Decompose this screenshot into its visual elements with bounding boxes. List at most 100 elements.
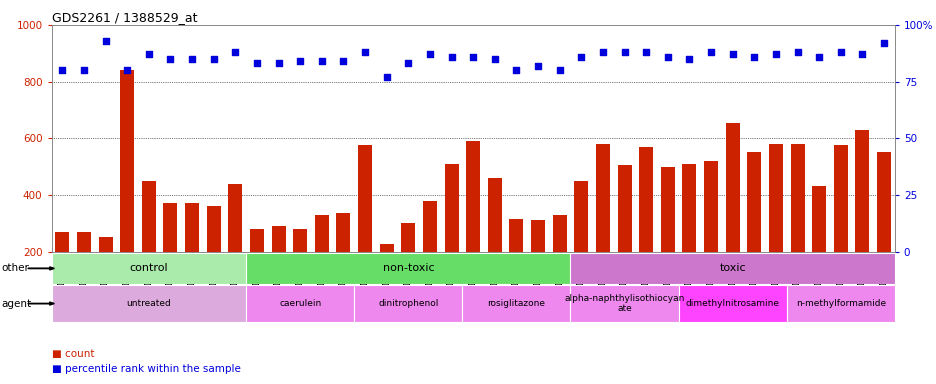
Bar <box>681 164 695 308</box>
Point <box>530 63 545 69</box>
Text: dinitrophenol: dinitrophenol <box>378 299 438 308</box>
Point <box>465 54 480 60</box>
Point <box>120 67 135 73</box>
Point <box>227 49 242 55</box>
Point <box>141 51 156 58</box>
Point <box>854 51 869 58</box>
Point <box>163 56 178 62</box>
Point <box>746 54 761 60</box>
Bar <box>207 206 221 308</box>
Bar <box>786 285 894 322</box>
Bar <box>444 164 458 308</box>
Bar <box>358 145 372 308</box>
Point <box>832 49 847 55</box>
Bar <box>401 223 415 308</box>
Text: caerulein: caerulein <box>279 299 321 308</box>
Point <box>551 67 566 73</box>
Bar <box>120 70 134 308</box>
Bar <box>509 219 523 308</box>
Text: GDS2261 / 1388529_at: GDS2261 / 1388529_at <box>51 12 197 25</box>
Text: toxic: toxic <box>719 263 745 273</box>
Point <box>77 67 92 73</box>
Bar <box>461 285 570 322</box>
Bar <box>768 144 782 308</box>
Bar <box>98 237 112 308</box>
Bar <box>246 253 570 284</box>
Point <box>573 54 588 60</box>
Point <box>401 60 416 66</box>
Point <box>55 67 70 73</box>
Bar <box>77 232 91 308</box>
Point <box>358 49 373 55</box>
Point <box>681 56 696 62</box>
Point <box>422 51 437 58</box>
Point <box>487 56 502 62</box>
Bar <box>163 204 177 308</box>
Bar <box>812 186 826 308</box>
Bar <box>570 285 678 322</box>
Point <box>789 49 804 55</box>
Point <box>724 51 739 58</box>
Text: ■ percentile rank within the sample: ■ percentile rank within the sample <box>51 364 241 374</box>
Point <box>638 49 653 55</box>
Bar <box>141 181 155 308</box>
Text: other: other <box>1 263 29 273</box>
Bar <box>422 200 436 308</box>
Text: control: control <box>129 263 168 273</box>
Point <box>811 54 826 60</box>
Point <box>617 49 632 55</box>
Bar <box>855 130 869 308</box>
Point <box>249 60 264 66</box>
Bar <box>790 144 804 308</box>
Text: rosiglitazone: rosiglitazone <box>487 299 545 308</box>
Bar <box>228 184 242 308</box>
Bar <box>55 232 69 308</box>
Bar <box>833 145 847 308</box>
Bar <box>293 229 307 308</box>
Point <box>768 51 782 58</box>
Bar <box>465 141 479 308</box>
Bar <box>876 152 890 308</box>
Bar <box>51 285 246 322</box>
Point <box>875 40 890 46</box>
Point <box>206 56 221 62</box>
Point <box>703 49 718 55</box>
Point <box>660 54 675 60</box>
Bar <box>250 229 264 308</box>
Point <box>336 58 351 64</box>
Text: alpha-naphthylisothiocyan
ate: alpha-naphthylisothiocyan ate <box>563 294 684 313</box>
Text: non-toxic: non-toxic <box>382 263 433 273</box>
Bar <box>678 285 786 322</box>
Text: dimethylnitrosamine: dimethylnitrosamine <box>685 299 779 308</box>
Bar <box>184 204 198 308</box>
Point <box>379 74 394 80</box>
Bar <box>552 215 566 308</box>
Bar <box>617 165 631 308</box>
Text: ■ count: ■ count <box>51 349 94 359</box>
Point <box>444 54 459 60</box>
Bar <box>271 226 285 308</box>
Bar <box>354 285 461 322</box>
Bar <box>703 161 717 308</box>
Point <box>508 67 523 73</box>
Bar <box>746 152 760 308</box>
Bar <box>488 178 502 308</box>
Text: n-methylformamide: n-methylformamide <box>795 299 885 308</box>
Point <box>98 38 113 44</box>
Text: agent: agent <box>1 298 31 309</box>
Bar <box>246 285 354 322</box>
Bar <box>724 122 739 308</box>
Point <box>271 60 285 66</box>
Bar <box>379 245 393 308</box>
Bar <box>570 253 894 284</box>
Bar <box>638 147 652 308</box>
Point <box>292 58 307 64</box>
Bar <box>574 181 588 308</box>
Point <box>314 58 329 64</box>
Point <box>184 56 199 62</box>
Bar <box>595 144 609 308</box>
Bar <box>314 215 329 308</box>
Point <box>594 49 609 55</box>
Bar <box>336 213 350 308</box>
Bar <box>531 220 545 308</box>
